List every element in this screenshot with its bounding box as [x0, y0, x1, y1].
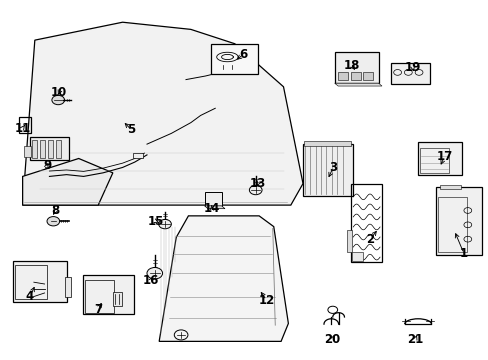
Bar	[351, 252, 362, 261]
Text: 12: 12	[258, 294, 274, 307]
Bar	[304, 140, 350, 146]
Polygon shape	[159, 216, 288, 341]
Text: 19: 19	[404, 60, 420, 73]
Text: 4: 4	[26, 290, 34, 303]
Bar	[435, 187, 481, 255]
Bar	[437, 197, 466, 252]
Text: 7: 7	[94, 303, 102, 316]
Circle shape	[52, 95, 64, 105]
Bar	[204, 192, 221, 206]
Bar	[84, 280, 114, 313]
Bar	[363, 72, 372, 80]
Text: 1: 1	[459, 247, 467, 260]
Bar	[19, 117, 31, 134]
Text: 21: 21	[406, 333, 423, 346]
Bar	[350, 184, 382, 262]
Text: 16: 16	[142, 274, 159, 287]
Circle shape	[249, 185, 262, 195]
Bar	[13, 261, 66, 302]
Bar	[133, 153, 143, 158]
Text: 13: 13	[249, 177, 266, 190]
Text: 9: 9	[43, 159, 51, 172]
Bar	[346, 230, 351, 252]
Text: 6: 6	[239, 48, 246, 61]
Bar	[334, 51, 378, 83]
Text: 20: 20	[324, 333, 340, 346]
Bar	[211, 44, 257, 74]
Bar	[24, 146, 31, 157]
Bar	[82, 275, 134, 315]
Text: 18: 18	[343, 59, 359, 72]
Bar	[40, 140, 45, 158]
Bar	[417, 142, 461, 175]
Text: 15: 15	[147, 215, 163, 228]
Bar	[30, 137, 69, 160]
Text: 10: 10	[51, 86, 67, 99]
Bar	[113, 292, 122, 306]
Text: 2: 2	[366, 233, 374, 246]
Bar	[32, 140, 37, 158]
Text: 11: 11	[15, 122, 31, 135]
Bar	[439, 185, 461, 189]
Bar	[419, 148, 448, 173]
Polygon shape	[204, 206, 224, 209]
Bar	[56, 140, 61, 158]
Bar	[350, 72, 360, 80]
Bar	[65, 277, 71, 297]
Text: 8: 8	[51, 204, 60, 217]
Circle shape	[147, 267, 162, 279]
Text: 3: 3	[328, 161, 337, 174]
Bar	[15, 265, 47, 299]
Text: 17: 17	[435, 150, 451, 163]
Text: 5: 5	[127, 123, 135, 136]
Circle shape	[158, 220, 171, 229]
Circle shape	[47, 217, 60, 226]
Bar	[337, 72, 347, 80]
Text: 14: 14	[203, 202, 220, 215]
Bar	[390, 63, 429, 84]
Bar	[48, 140, 53, 158]
Polygon shape	[22, 158, 113, 205]
Bar	[303, 144, 352, 196]
Polygon shape	[22, 22, 303, 205]
Polygon shape	[334, 83, 381, 86]
